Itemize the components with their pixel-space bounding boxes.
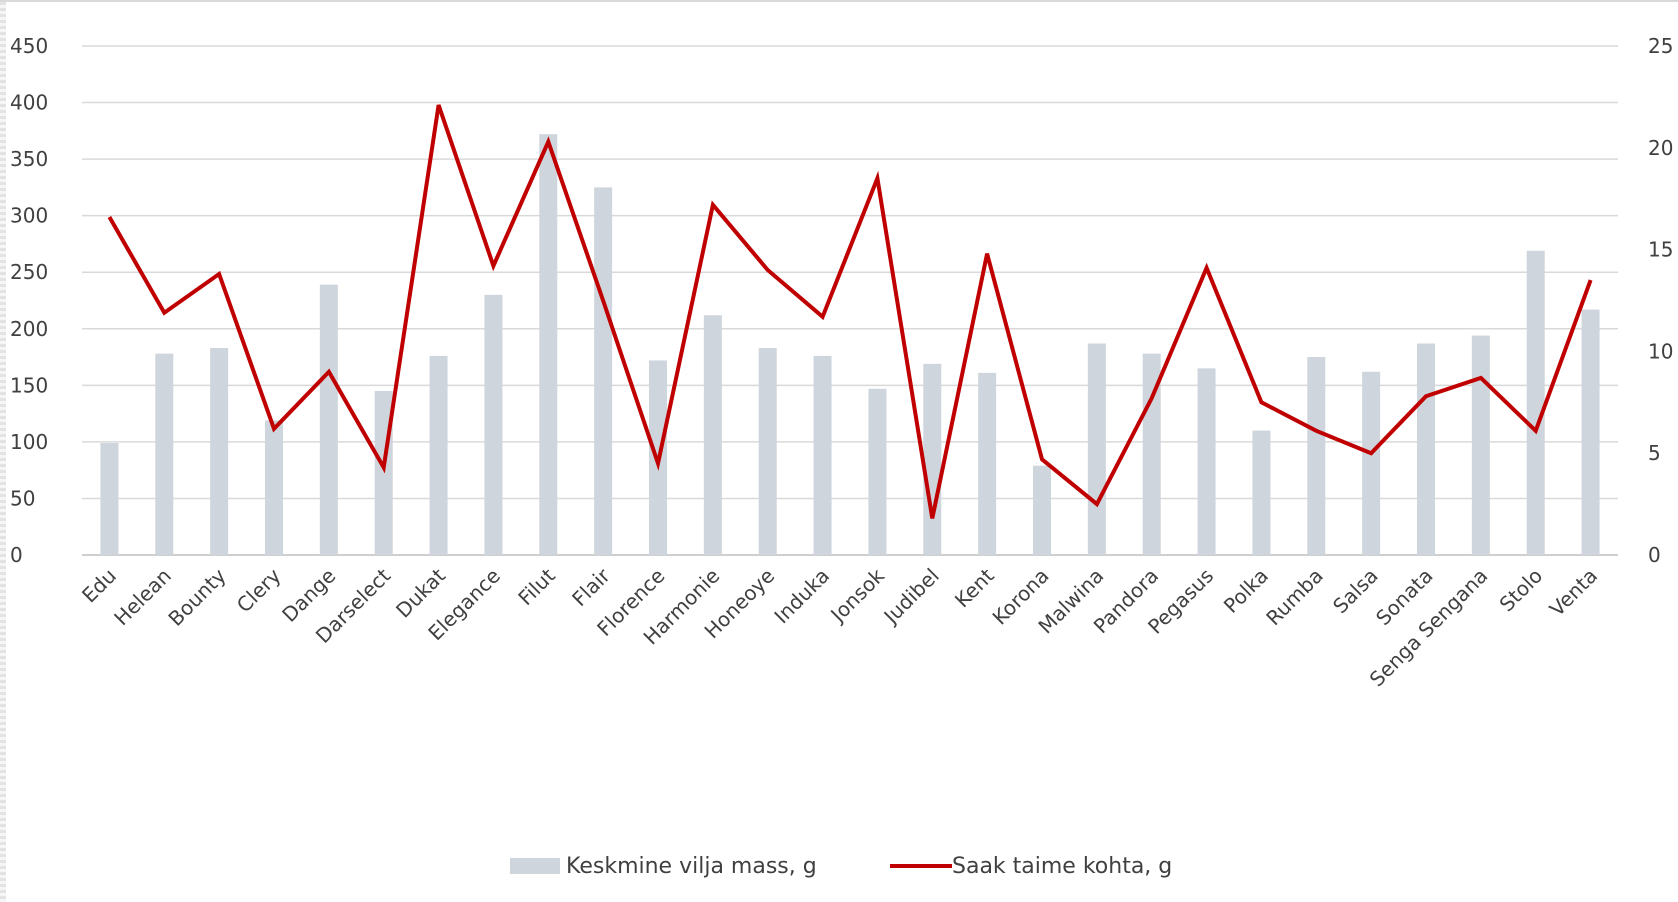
right-y-axis: 0 5 10 15 20 25 <box>1648 34 1673 567</box>
legend-label: Saak taime kohta, g <box>952 854 1172 879</box>
bar <box>484 294 503 555</box>
bar <box>265 420 283 555</box>
bar <box>1252 430 1271 555</box>
bar <box>1581 309 1600 555</box>
y-right-tick-label: 25 <box>1648 34 1673 58</box>
y-right-tick-label: 15 <box>1648 238 1673 262</box>
y-right-tick-label: 20 <box>1648 136 1673 160</box>
y-left-tick-label: 100 <box>10 430 48 454</box>
bar <box>758 348 777 555</box>
legend-swatch-bar <box>510 858 560 874</box>
bar <box>813 355 832 555</box>
x-tick-label: Venta <box>1545 564 1602 621</box>
x-tick-label: Edu <box>77 564 121 608</box>
bar <box>1362 371 1381 555</box>
bar <box>703 315 722 555</box>
bar <box>155 353 174 555</box>
left-y-axis: 0 50 100 150 200 250 300 350 400 450 <box>10 34 48 567</box>
y-right-tick-label: 10 <box>1648 339 1673 363</box>
bar <box>100 443 119 555</box>
y-left-tick-label: 250 <box>10 260 48 284</box>
x-tick-label: Jonsok <box>825 563 890 628</box>
y-left-tick-label: 300 <box>10 204 48 228</box>
bar <box>868 388 887 555</box>
y-left-tick-label: 400 <box>10 91 48 115</box>
bar <box>1087 343 1106 555</box>
gridlines <box>82 45 1618 556</box>
series-line <box>107 104 1593 519</box>
y-right-tick-label: 5 <box>1648 441 1661 465</box>
y-left-tick-label: 50 <box>10 486 35 510</box>
bar <box>1417 343 1435 555</box>
x-tick-label: Filut <box>513 563 560 610</box>
y-left-tick-label: 0 <box>10 543 23 567</box>
bar <box>923 363 942 555</box>
bar <box>1033 465 1051 555</box>
y-left-tick-label: 450 <box>10 34 48 58</box>
bar <box>1307 357 1326 555</box>
bar <box>1471 335 1490 555</box>
bar <box>1526 250 1545 555</box>
bar <box>978 372 997 555</box>
y-right-tick-label: 0 <box>1648 543 1661 567</box>
y-left-tick-label: 200 <box>10 317 48 341</box>
x-tick-label: Kent <box>950 563 999 612</box>
legend: Keskmine vilja mass, g Saak taime kohta, … <box>510 854 1172 879</box>
x-tick-label: Induka <box>769 564 834 629</box>
y-left-tick-label: 150 <box>10 373 48 397</box>
left-edge-rule <box>0 2 6 902</box>
x-tick-label: Judibel <box>878 564 944 630</box>
legend-label: Keskmine vilja mass, g <box>566 854 817 879</box>
bar-series <box>100 134 1600 555</box>
bar <box>1197 368 1216 555</box>
x-tick-label: Stolo <box>1495 564 1548 617</box>
bar <box>429 355 448 555</box>
bar <box>539 134 558 555</box>
x-tick-label: Bounty <box>164 563 231 630</box>
x-tick-label: Rumba <box>1261 564 1328 631</box>
x-tick-label: Helean <box>109 564 176 631</box>
bar <box>319 284 338 555</box>
bar <box>210 348 229 555</box>
x-tick-label: Flair <box>567 563 615 611</box>
y-left-tick-label: 350 <box>10 147 48 171</box>
bar <box>594 187 613 555</box>
line-series <box>107 104 1593 519</box>
